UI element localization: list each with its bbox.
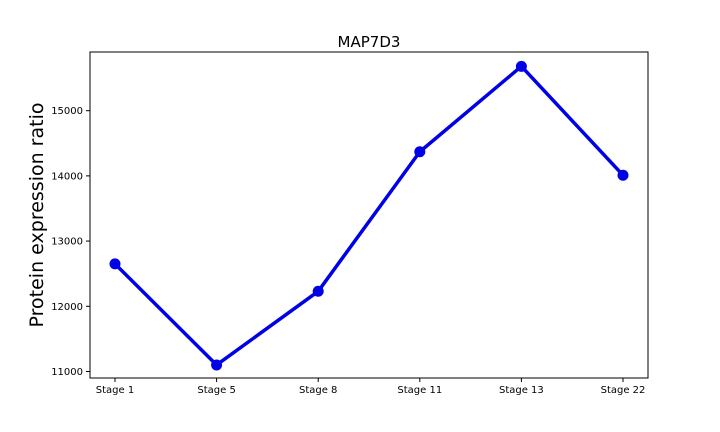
y-axis: 11000 12000 13000 14000 15000 <box>51 106 90 378</box>
data-point <box>211 359 223 371</box>
x-axis: Stage 1 Stage 5 Stage 8 Stage 11 Stage 13 Sta… <box>96 378 646 396</box>
x-tick-label: Stage 1 <box>96 385 134 396</box>
data-point <box>515 60 527 72</box>
x-tick-label: Stage 5 <box>197 385 235 396</box>
y-tick-label: 15000 <box>51 106 83 117</box>
x-tick-label: Stage 11 <box>397 385 442 396</box>
chart-title: MAP7D3 <box>338 33 401 51</box>
data-point <box>414 146 426 158</box>
plot-frame <box>89 51 649 379</box>
series-group <box>109 60 629 371</box>
y-tick-label: 11000 <box>51 367 83 378</box>
y-tick-label: 13000 <box>51 237 83 248</box>
y-tick-label: 14000 <box>51 171 83 182</box>
data-point <box>109 258 121 270</box>
y-tick-label: 12000 <box>51 302 83 313</box>
x-tick-label: Stage 22 <box>601 385 646 396</box>
y-axis-label: Protein expression ratio <box>26 103 48 328</box>
data-point <box>312 285 324 297</box>
x-tick-label: Stage 13 <box>499 385 544 396</box>
series-line <box>113 64 625 367</box>
x-tick-label: Stage 8 <box>299 385 337 396</box>
data-point <box>617 169 629 181</box>
